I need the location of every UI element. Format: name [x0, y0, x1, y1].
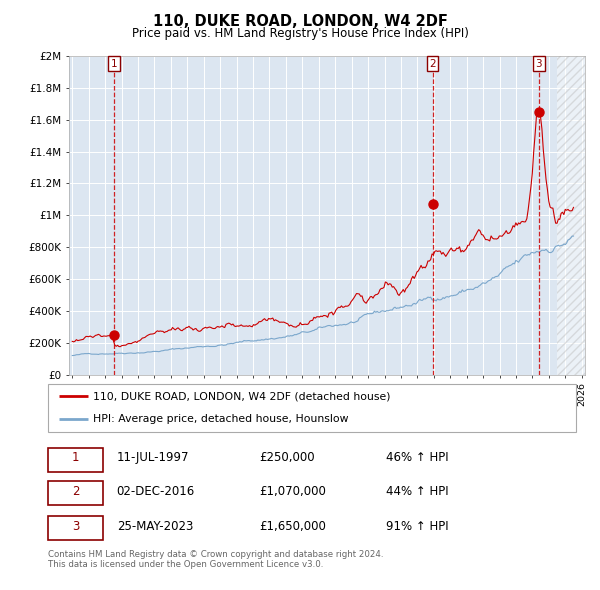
Text: 91% ↑ HPI: 91% ↑ HPI — [386, 520, 449, 533]
Text: 46% ↑ HPI: 46% ↑ HPI — [386, 451, 449, 464]
Text: 3: 3 — [536, 58, 542, 68]
Text: £1,070,000: £1,070,000 — [259, 484, 326, 498]
Text: 25-MAY-2023: 25-MAY-2023 — [116, 520, 193, 533]
Text: £250,000: £250,000 — [259, 451, 315, 464]
Text: 2: 2 — [429, 58, 436, 68]
FancyBboxPatch shape — [48, 481, 103, 506]
Text: £1,650,000: £1,650,000 — [259, 520, 326, 533]
Text: 3: 3 — [72, 520, 79, 533]
Text: 02-DEC-2016: 02-DEC-2016 — [116, 484, 195, 498]
Text: 2: 2 — [72, 484, 79, 498]
Text: 44% ↑ HPI: 44% ↑ HPI — [386, 484, 449, 498]
Text: 1: 1 — [110, 58, 117, 68]
FancyBboxPatch shape — [48, 447, 103, 471]
Text: 1: 1 — [72, 451, 79, 464]
Text: 110, DUKE ROAD, LONDON, W4 2DF (detached house): 110, DUKE ROAD, LONDON, W4 2DF (detached… — [93, 391, 391, 401]
FancyBboxPatch shape — [48, 516, 103, 540]
Text: 11-JUL-1997: 11-JUL-1997 — [116, 451, 189, 464]
Text: 110, DUKE ROAD, LONDON, W4 2DF: 110, DUKE ROAD, LONDON, W4 2DF — [152, 14, 448, 28]
Text: Price paid vs. HM Land Registry's House Price Index (HPI): Price paid vs. HM Land Registry's House … — [131, 27, 469, 40]
Text: HPI: Average price, detached house, Hounslow: HPI: Average price, detached house, Houn… — [93, 414, 349, 424]
Bar — [557, 56, 598, 375]
Text: Contains HM Land Registry data © Crown copyright and database right 2024.
This d: Contains HM Land Registry data © Crown c… — [48, 550, 383, 569]
